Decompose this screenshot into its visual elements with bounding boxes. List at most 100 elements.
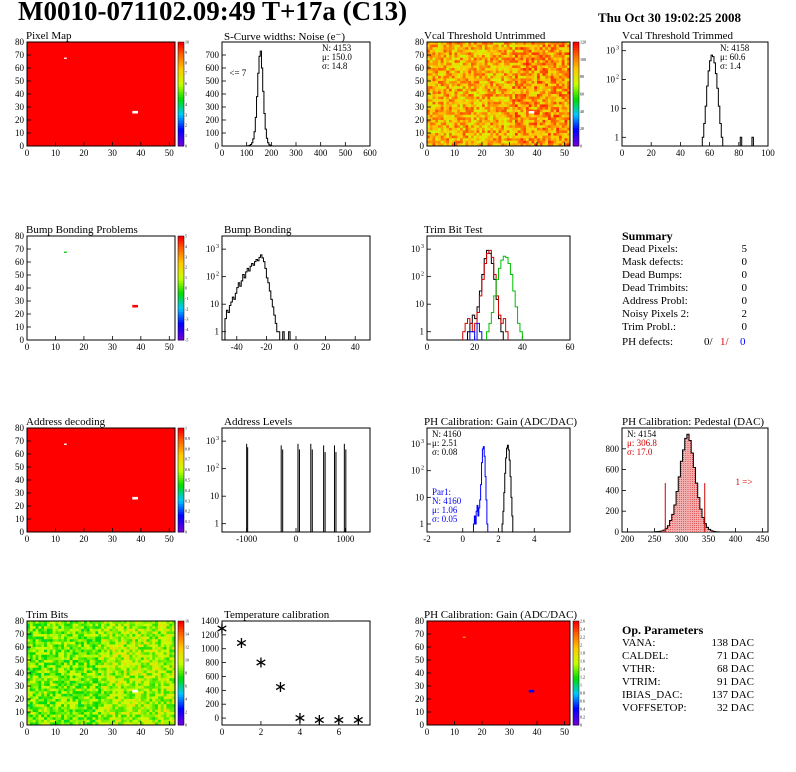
heatmap-cell (512, 135, 516, 139)
heatmap-cell (465, 127, 469, 131)
heatmap-cell (109, 699, 113, 702)
heatmap-cell (559, 68, 563, 71)
heatmap-cell (526, 138, 530, 142)
heatmap-cell (27, 657, 31, 661)
heatmap-cell (89, 652, 93, 656)
heatmap-cell (537, 112, 541, 116)
heatmap-cell (83, 626, 88, 630)
heatmap-cell (542, 73, 546, 77)
heatmap-cell (457, 55, 461, 58)
heatmap-cell (155, 712, 159, 715)
heatmap-cell (140, 626, 145, 630)
heatmap-cell (432, 57, 436, 61)
heatmap-cell (556, 88, 560, 92)
heatmap-cell (526, 101, 530, 105)
palette-cell (178, 99, 184, 103)
heatmap-cell (432, 73, 436, 77)
palette-cell (178, 701, 184, 705)
y-tick-label: 0 (420, 720, 425, 730)
heatmap-cell (523, 135, 527, 139)
heatmap-cell (512, 125, 516, 129)
heatmap-cell (169, 701, 173, 705)
heatmap-cell (123, 628, 128, 632)
heatmap-cell (504, 70, 508, 74)
heatmap-cell (482, 44, 486, 48)
heatmap-cell (531, 94, 535, 97)
heatmap-cell (112, 719, 116, 723)
heatmap-cell (46, 714, 51, 718)
heatmap-cell (72, 652, 76, 656)
heatmap-cell (61, 686, 65, 689)
heatmap-cell (498, 127, 502, 131)
heatmap-cell (98, 657, 102, 661)
heatmap-cell (123, 722, 128, 726)
heatmap-cell (81, 678, 85, 682)
heatmap-cell (109, 660, 113, 663)
heatmap-cell (539, 101, 543, 105)
y-tick-label: 400 (606, 485, 620, 495)
heatmap-cell (149, 709, 153, 713)
heatmap-cell (498, 81, 502, 84)
heatmap-spot (132, 689, 138, 693)
heatmap-cell (115, 623, 119, 627)
heatmap-cell (89, 699, 93, 702)
palette-tick-label: 0.2 (185, 509, 190, 514)
palette-cell (178, 251, 184, 255)
heatmap-cell (567, 68, 571, 71)
heatmap-cell (490, 44, 494, 48)
heatmap-cell (75, 657, 79, 661)
heatmap-cell (163, 693, 167, 697)
heatmap-cell (443, 88, 447, 92)
heatmap-cell (526, 88, 530, 92)
heatmap-cell (564, 68, 568, 71)
heatmap-cell (443, 91, 447, 95)
chart-scurve: 0 100 200 300 400 500 600010020030040050060070… (206, 41, 377, 158)
heatmap-cell (435, 65, 439, 69)
heatmap-cell (86, 717, 91, 721)
heatmap-cell (163, 649, 167, 653)
palette-cell (573, 675, 579, 679)
heatmap-cell (126, 714, 130, 718)
heatmap-cell (468, 91, 472, 95)
heatmap-cell (172, 680, 176, 684)
heatmap-cell (44, 691, 48, 695)
heatmap-cell (69, 667, 73, 671)
heatmap-cell (46, 704, 51, 708)
heatmap-cell (86, 712, 91, 715)
heatmap-cell (49, 641, 54, 645)
heatmap-cell (550, 83, 554, 87)
heatmap-cell (534, 114, 538, 118)
heatmap-cell (479, 44, 483, 48)
heatmap-cell (550, 78, 554, 82)
heatmap-cell (539, 133, 543, 136)
heatmap-cell (542, 122, 546, 126)
heatmap-cell (86, 696, 91, 700)
heatmap-cell (506, 52, 510, 56)
heatmap-cell (446, 42, 450, 45)
heatmap-cell (495, 60, 499, 64)
y-tick-label: 30 (15, 488, 25, 498)
heatmap-cell (166, 657, 170, 661)
heatmap-cell (435, 52, 439, 56)
heatmap-cell (146, 623, 150, 627)
heatmap-cell (504, 125, 508, 129)
heatmap-cell (476, 73, 480, 77)
heatmap-cell (440, 99, 444, 103)
heatmap-cell (29, 719, 34, 723)
palette-cell (178, 120, 184, 124)
heatmap-cell (501, 49, 505, 53)
palette-tick-label: 20 (580, 126, 584, 131)
heatmap-cell (501, 133, 505, 136)
heatmap-cell (460, 104, 464, 108)
heatmap-cell (526, 65, 530, 69)
heatmap-cell (27, 719, 31, 723)
heatmap-cell (559, 133, 563, 136)
heatmap-cell (553, 60, 557, 64)
heatmap-cell (476, 75, 480, 79)
heatmap-cell (78, 623, 82, 627)
heatmap-cell (556, 127, 560, 131)
heatmap-cell (166, 686, 170, 689)
heatmap-cell (556, 104, 560, 108)
heatmap-cell (118, 691, 122, 695)
heatmap-cell (163, 634, 167, 637)
